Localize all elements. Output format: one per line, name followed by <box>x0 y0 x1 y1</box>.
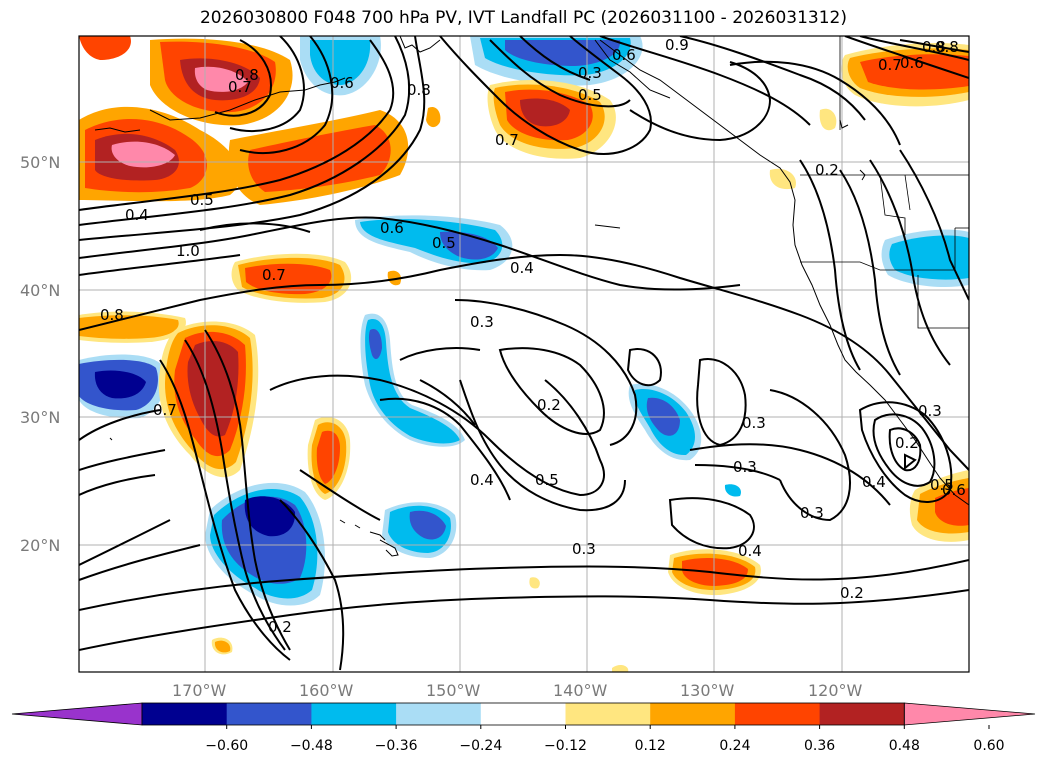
contour-label: 0.8 <box>407 81 431 99</box>
lon-label: 150°W <box>426 681 481 700</box>
contour-label: 0.8 <box>235 66 259 84</box>
contour-label: 0.3 <box>572 540 596 558</box>
colorbar-tick-label: −0.12 <box>544 738 587 754</box>
contour-label: 0.8 <box>935 38 959 56</box>
colorbar-tick-label: −0.48 <box>290 738 333 754</box>
contour-label: 0.6 <box>380 219 404 237</box>
lon-label: 160°W <box>299 681 354 700</box>
lat-label: 40°N <box>20 281 60 300</box>
contour-label: 0.3 <box>578 64 602 82</box>
contour-label: 0.3 <box>742 414 766 432</box>
colorbar-tick-label: −0.24 <box>459 738 502 754</box>
contour-label: 0.2 <box>268 618 292 636</box>
contour-label: 0.7 <box>262 266 286 284</box>
contour-label: 0.2 <box>537 396 561 414</box>
colorbar-frame <box>141 702 905 726</box>
lon-label: 170°W <box>172 681 227 700</box>
contour-label: 0.2 <box>895 434 919 452</box>
lat-label: 20°N <box>20 536 60 555</box>
contour-label: 0.5 <box>432 234 456 252</box>
latitude-labels: 50°N 40°N 30°N 20°N <box>20 153 60 555</box>
contour-label: 0.7 <box>153 401 177 419</box>
lat-label: 30°N <box>20 408 60 427</box>
colorbar-extend-low <box>11 702 143 726</box>
colorbar-tick-label: 0.36 <box>804 738 835 754</box>
colorbar-extend-high <box>903 702 1036 726</box>
colorbar-tick-label: −0.60 <box>205 738 248 754</box>
colorbar-tick-label: −0.36 <box>375 738 418 754</box>
contour-label: 0.5 <box>578 86 602 104</box>
colorbar-segment <box>396 703 482 725</box>
contour-label: 0.5 <box>535 471 559 489</box>
contour-label: 0.7 <box>228 78 252 96</box>
colorbar-segment <box>734 703 821 725</box>
contour-label: 0.3 <box>470 313 494 331</box>
longitude-labels: 170°W 160°W 150°W 140°W 130°W 120°W <box>172 681 863 700</box>
contour-label: 0.4 <box>738 542 762 560</box>
contour-label: 0.4 <box>510 259 534 277</box>
lat-label: 50°N <box>20 153 60 172</box>
boundaries <box>800 36 969 329</box>
colorbar-segment <box>819 703 905 725</box>
colorbar: −0.60 −0.48 −0.36 −0.24 −0.12 0.12 0.24 0.36 0.4… <box>11 702 1036 754</box>
map-frame <box>78 35 970 673</box>
contour-label: 0.6 <box>900 54 924 72</box>
colorbar-segment <box>142 703 228 725</box>
contour-label: 0.4 <box>862 473 886 491</box>
colorbar-segment <box>226 703 312 725</box>
contour-label: 0.5 <box>190 191 214 209</box>
contour-label: 0.6 <box>612 46 636 64</box>
colorbar-tick-label: 0.24 <box>719 738 750 754</box>
contour-label: 0.9 <box>665 36 689 54</box>
contour-label: 0.4 <box>125 206 149 224</box>
lon-label: 120°W <box>808 681 863 700</box>
colorbar-tick-label: 0.60 <box>973 738 1004 754</box>
map-title: 2026030800 F048 700 hPa PV, IVT Landfall… <box>199 8 847 28</box>
contour-label: 0.8 <box>922 38 946 56</box>
contour-label: 0.2 <box>815 161 839 179</box>
colorbar-segment <box>311 703 397 725</box>
lon-label: 140°W <box>553 681 608 700</box>
coastlines <box>94 36 969 557</box>
contour-label: 0.5 <box>930 476 954 494</box>
contour-label: 0.3 <box>733 458 757 476</box>
contour-label: 0.2 <box>840 584 864 602</box>
contour-lines <box>79 36 969 671</box>
contour-label: 0.3 <box>800 504 824 522</box>
contour-label: 0.8 <box>100 306 124 324</box>
contour-label: 0.7 <box>495 131 519 149</box>
colorbar-segment <box>650 703 736 725</box>
contour-label: 0.4 <box>470 471 494 489</box>
shaded-anomalies <box>79 36 969 672</box>
colorbar-segment <box>480 703 566 725</box>
colorbar-tick-label: 0.48 <box>889 738 920 754</box>
contour-labels: 0.8 0.7 0.6 0.8 0.3 0.9 0.6 0.5 0.7 0.8 … <box>100 36 966 636</box>
contour-label: 0.6 <box>942 481 966 499</box>
colorbar-segment <box>565 703 651 725</box>
contour-label: 0.6 <box>330 74 354 92</box>
colorbar-tick-label: 0.12 <box>635 738 666 754</box>
lon-label: 130°W <box>680 681 735 700</box>
contour-label: 0.7 <box>878 56 902 74</box>
contour-label: 0.3 <box>918 402 942 420</box>
contour-label: 1.0 <box>176 242 200 260</box>
